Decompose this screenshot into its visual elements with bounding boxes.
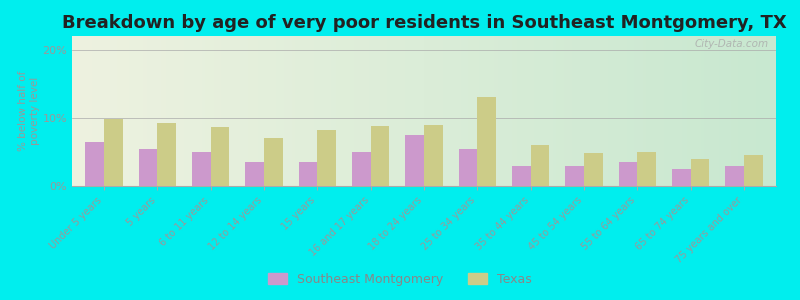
Legend: Southeast Montgomery, Texas: Southeast Montgomery, Texas <box>263 268 537 291</box>
Bar <box>672 169 690 186</box>
Bar <box>370 126 390 186</box>
Bar <box>690 159 710 186</box>
Bar <box>318 130 336 186</box>
Text: City-Data.com: City-Data.com <box>695 39 769 49</box>
Bar <box>210 127 230 186</box>
Bar <box>352 152 370 186</box>
Bar <box>726 166 744 186</box>
Bar <box>424 124 442 186</box>
Y-axis label: % below half of
poverty level: % below half of poverty level <box>18 71 40 151</box>
Bar <box>638 152 656 186</box>
Bar <box>138 148 158 186</box>
Bar <box>618 162 638 186</box>
Bar <box>104 119 122 186</box>
Title: Breakdown by age of very poor residents in Southeast Montgomery, TX: Breakdown by age of very poor residents … <box>62 14 786 32</box>
Bar <box>530 145 550 186</box>
Bar <box>478 98 496 186</box>
Bar <box>744 155 762 186</box>
Bar <box>298 162 318 186</box>
Bar <box>192 152 210 186</box>
Bar <box>406 135 424 186</box>
Bar <box>512 166 530 186</box>
Bar <box>158 123 176 186</box>
Bar <box>86 142 104 186</box>
Bar <box>584 153 602 186</box>
Bar <box>458 148 478 186</box>
Bar <box>264 138 282 186</box>
Bar <box>566 166 584 186</box>
Bar <box>246 162 264 186</box>
